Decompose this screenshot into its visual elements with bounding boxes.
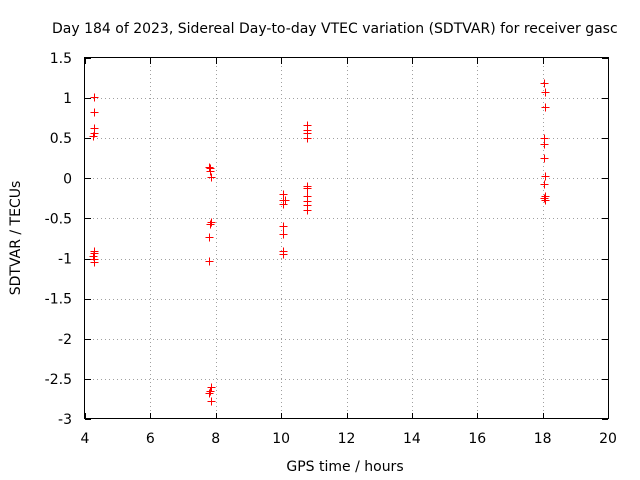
x-tick-label: 6 xyxy=(146,431,155,447)
data-point-marker xyxy=(279,200,288,209)
data-point-marker xyxy=(540,180,549,189)
x-tick-label: 4 xyxy=(81,431,90,447)
data-point-marker xyxy=(89,132,98,141)
y-tick-label: 1 xyxy=(63,91,72,107)
axis-ticks: 4 6 8 10 12 14 16 18 20 -3 -2.5 -2 -1.5 -1 -0.5 0 0.5 1 1.… xyxy=(45,51,617,447)
data-point-marker xyxy=(206,220,215,229)
data-point-marker xyxy=(540,154,549,163)
data-point-marker xyxy=(206,167,215,176)
data-point-marker xyxy=(90,108,99,117)
x-tick-label: 12 xyxy=(338,431,356,447)
data-point-marker xyxy=(279,222,288,231)
y-tick-label: 0.5 xyxy=(50,131,72,147)
chart-title: Day 184 of 2023, Sidereal Day-to-day VTE… xyxy=(52,21,618,37)
data-point-marker xyxy=(205,233,214,242)
data-point-marker xyxy=(541,196,550,205)
data-point-marker xyxy=(205,389,214,398)
data-point-marker xyxy=(303,184,312,193)
x-tick-label: 10 xyxy=(272,431,290,447)
x-tick-label: 8 xyxy=(211,431,220,447)
y-tick-label: -1 xyxy=(58,252,72,268)
grid-lines xyxy=(85,58,608,419)
data-point-marker xyxy=(303,134,312,143)
y-tick-label: 0 xyxy=(63,171,72,187)
x-tick-label: 18 xyxy=(534,431,552,447)
data-point-marker xyxy=(90,93,99,102)
x-axis-label: GPS time / hours xyxy=(286,459,403,475)
y-tick-label: -1.5 xyxy=(45,292,72,308)
data-point-marker xyxy=(205,257,214,266)
y-tick-label: -3 xyxy=(58,412,72,428)
data-point-marker xyxy=(541,103,550,112)
data-point-marker xyxy=(540,79,549,88)
data-point-marker xyxy=(90,258,99,267)
x-tick-label: 20 xyxy=(599,431,617,447)
data-point-marker xyxy=(540,140,549,149)
data-point-marker xyxy=(279,250,288,259)
data-point-marker xyxy=(279,230,288,239)
data-point-marker xyxy=(281,196,290,205)
x-tick-label: 16 xyxy=(468,431,486,447)
data-point-marker xyxy=(206,387,215,396)
data-point-marker xyxy=(207,383,216,392)
data-points xyxy=(89,79,550,406)
data-point-marker xyxy=(207,173,216,182)
data-point-marker xyxy=(205,163,214,172)
data-point-marker xyxy=(541,88,550,97)
y-tick-label: -2 xyxy=(58,332,72,348)
plot-area-border xyxy=(84,57,609,419)
data-point-marker xyxy=(541,172,550,181)
y-tick-label: -2.5 xyxy=(45,372,72,388)
data-point-marker xyxy=(207,218,216,227)
data-point-marker xyxy=(207,397,216,406)
x-tick-label: 14 xyxy=(403,431,421,447)
y-tick-label: 1.5 xyxy=(50,51,72,67)
data-point-marker xyxy=(540,194,549,203)
data-point-marker xyxy=(303,206,312,215)
y-axis-label: SDTVAR / TECUs xyxy=(8,181,24,296)
y-tick-label: -0.5 xyxy=(45,211,72,227)
